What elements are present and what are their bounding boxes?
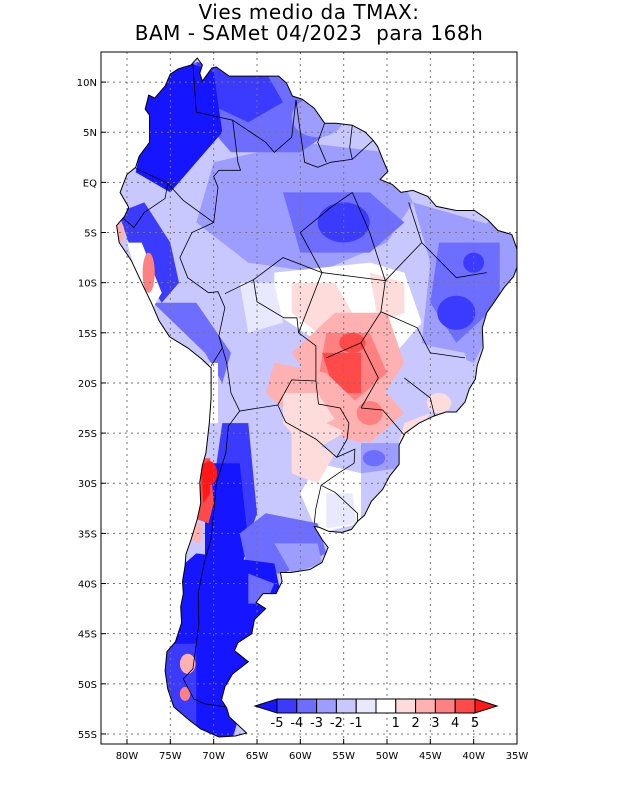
field-corrientes [291, 433, 335, 484]
field-uruguay-south [326, 493, 357, 529]
lon-tick-label: 75W [159, 751, 182, 762]
colorbar: -5 -4 -3 -2 -1 1 2 3 4 5 [253, 698, 499, 731]
colorbar-label: 4 [451, 716, 459, 731]
lon-tick-label: 45W [419, 751, 442, 762]
border-uruguay-brazil [320, 484, 358, 522]
colorbar-swatch [454, 698, 476, 714]
border-state-ro [253, 257, 323, 281]
field-bolivia [248, 327, 283, 358]
colorbar-label: 2 [411, 716, 419, 731]
title-line-1: Vies medio da TMAX: [198, 0, 420, 24]
field-mt-core [339, 332, 366, 353]
field-atacama-south [201, 461, 218, 486]
border-col-ven [192, 63, 242, 223]
lat-tick-label: 35S [78, 529, 97, 540]
field-peru-hot [142, 252, 155, 293]
border-ecuador [123, 167, 169, 229]
border-uruguay-argentina [313, 485, 322, 524]
lon-tick-label: 65W [246, 751, 269, 762]
border-state-mg [404, 377, 436, 417]
colorbar-label: -2 [330, 716, 343, 731]
field-fjord-hot [179, 686, 191, 701]
lat-tick-label: 15S [78, 329, 97, 340]
colorbar-label: 3 [431, 716, 439, 731]
colorbar-swatch [375, 698, 397, 714]
bias-field [116, 58, 517, 737]
lon-tick-label: 60W [289, 751, 312, 762]
border-state-mt [298, 272, 386, 359]
colorbar-label: -3 [310, 716, 323, 731]
lat-tick-label: 30S [78, 479, 97, 490]
colorbar-label: 1 [392, 716, 400, 731]
lon-tick-label: 35W [506, 751, 529, 762]
colorbar-swatch [415, 698, 436, 714]
lat-tick-label: 40S [78, 580, 97, 591]
field-go-warm [369, 272, 405, 323]
colorbar-swatch [296, 698, 318, 714]
border-chile-argentina [182, 410, 241, 708]
field-parana-core [356, 401, 383, 426]
border-state-ms [360, 342, 379, 409]
border-argentina-brazil [320, 448, 356, 486]
lat-tick-label: 10S [78, 279, 97, 290]
axis-ticks: 10N 5N EQ 5S 10S 15S 20S 25S 30S 35S 40S 45S 50S 55S 8… [77, 78, 529, 762]
border-ven-brazil [232, 100, 297, 153]
field-fjord-warm [179, 653, 196, 674]
border-state-am [299, 192, 353, 273]
border-paraguay [277, 380, 350, 458]
chart-title: Vies medio da TMAX: BAM - SAMet 04/2023 … [0, 2, 618, 44]
border-suriname-fg [349, 125, 353, 160]
colorbar-label: -4 [290, 716, 303, 731]
plot-frame [100, 51, 518, 745]
lon-tick-label: 70W [202, 751, 225, 762]
lat-tick-label: 20S [78, 379, 97, 390]
lon-tick-label: 55W [332, 751, 355, 762]
field-guiana [291, 97, 344, 138]
lat-tick-label: 10N [77, 78, 97, 89]
colorbar-swatch [335, 698, 357, 714]
field-ms-core [322, 352, 361, 393]
gridlines [101, 52, 517, 744]
border-state-pa [351, 192, 386, 281]
lon-tick-label: 80W [116, 751, 139, 762]
border-guyana-suriname [317, 123, 327, 163]
border-bolivia [218, 279, 317, 412]
lat-tick-label: 45S [78, 630, 97, 641]
colorbar-label: 5 [471, 716, 479, 731]
colorbar-label: -5 [271, 716, 284, 731]
border-state-sp [360, 407, 405, 436]
lon-tick-label: 50W [376, 751, 399, 762]
colorbar-swatch [276, 698, 298, 714]
lat-tick-label: 50S [78, 680, 97, 691]
colorbar-swatch [434, 698, 456, 714]
colorbar-max-arrow [474, 698, 499, 714]
lat-tick-label: EQ [83, 178, 97, 189]
field-pampa-east [274, 543, 322, 574]
lat-tick-label: 5S [84, 229, 97, 240]
lat-tick-label: 5N [83, 128, 97, 139]
colorbar-min-arrow [253, 698, 278, 714]
colorbar-label: -1 [350, 716, 363, 731]
colorbar-swatch [355, 698, 377, 714]
title-line-2: BAM - SAMet 04/2023 para 168h [134, 21, 484, 45]
lat-tick-label: 25S [78, 429, 97, 440]
colorbar-swatch [316, 698, 337, 714]
colorbar-swatch [395, 698, 417, 714]
lat-tick-label: 55S [78, 730, 97, 741]
border-state-ne [421, 242, 487, 279]
border-state-go [380, 311, 466, 359]
field-bahia [437, 295, 476, 330]
lon-tick-label: 40W [462, 751, 485, 762]
field-mg [404, 342, 474, 413]
political-borders [116, 57, 517, 738]
field-sc-core [362, 450, 386, 467]
land-field [116, 58, 517, 737]
field-acre [239, 282, 283, 333]
